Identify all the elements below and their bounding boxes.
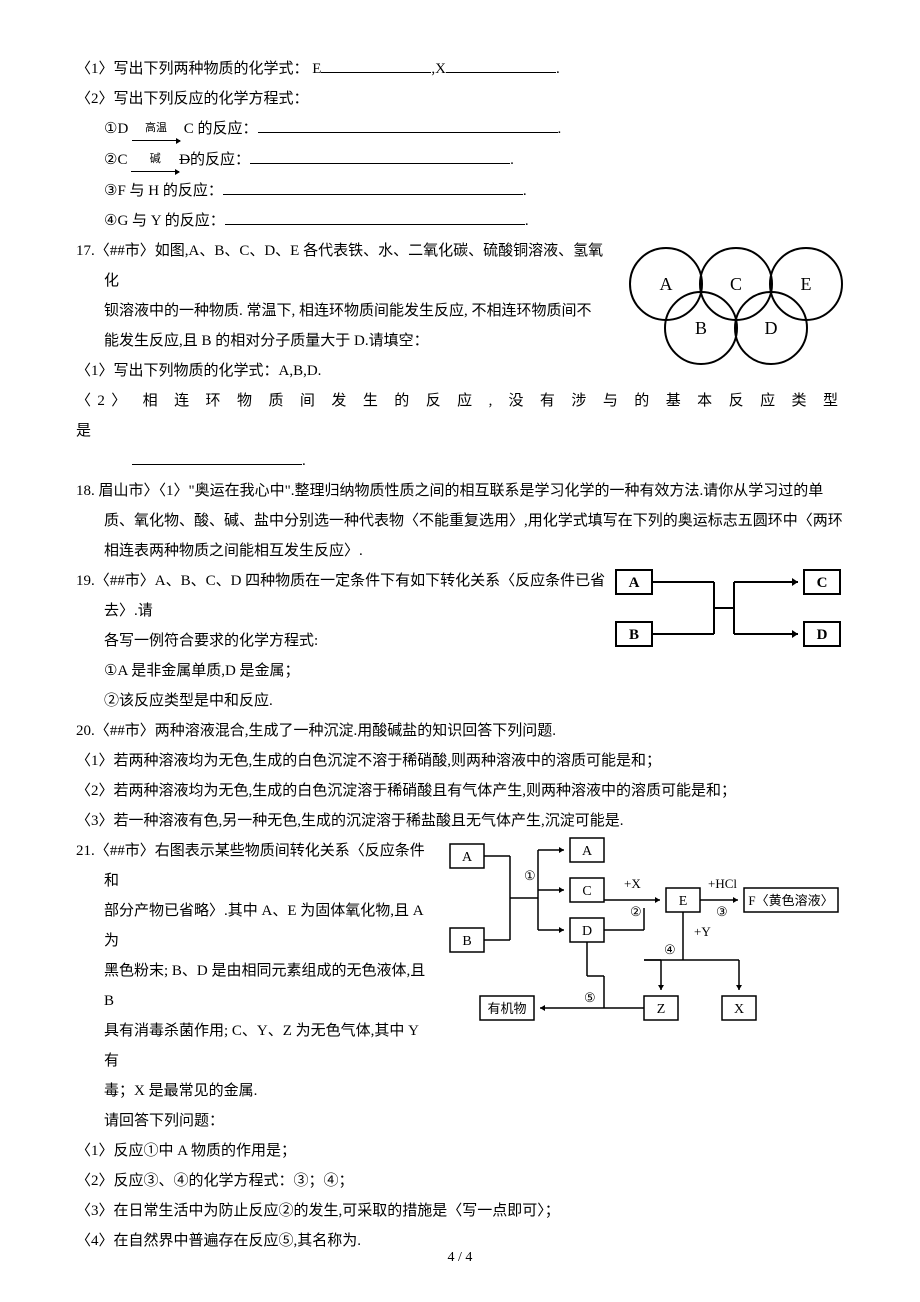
q19-item1: ①A 是非金属单质,D 是金属；	[76, 656, 844, 686]
q20-line1: 20.〈##市〉两种溶液混合,生成了一种沉淀.用酸碱盐的知识回答下列问题.	[76, 716, 844, 746]
q21-sub3: 〈3〉在日常生活中为防止反应②的发生,可采取的措施是〈写一点即可〉；	[76, 1196, 844, 1226]
q17-sub2-blank: .	[76, 446, 844, 476]
q17-sub2: 〈2〉 相 连 环 物 质 间 发 生 的 反 应 , 没 有 涉 与 的 基 …	[76, 386, 844, 446]
q18-line3: 相连表两种物质之间能相互发生反应〉.	[76, 536, 844, 566]
eq2-pre: ②C	[104, 152, 131, 168]
q16-sub2: 〈2〉写出下列反应的化学方程式：	[76, 84, 844, 114]
q17-line3: 能发生反应,且 B 的相对分子质量大于 D.请填空：	[76, 326, 844, 356]
blank-eq3	[223, 179, 523, 196]
q21-line3: 黑色粉末; B、D 是由相同元素组成的无色液体,且 B	[76, 956, 844, 1016]
q17-line1: 17.〈##市〉如图,A、B、C、D、E 各代表铁、水、二氧化碳、硫酸铜溶液、氢…	[76, 236, 844, 296]
q18-line1: 18. 眉山市〉〈1〉"奥运在我心中".整理归纳物质性质之间的相互联系是学习化学…	[76, 476, 844, 506]
q16-eq3: ③F 与 H 的反应：.	[76, 176, 844, 206]
blank-eq2	[250, 148, 510, 165]
q19-item2: ②该反应类型是中和反应.	[76, 686, 844, 716]
blank-q17	[132, 449, 302, 466]
q21-line4: 具有消毒杀菌作用; C、Y、Z 为无色气体,其中 Y 有	[76, 1016, 844, 1076]
q19-line2: 各写一例符合要求的化学方程式:	[76, 626, 844, 656]
arrow-base: 碱	[131, 145, 179, 176]
q21-line1: 21.〈##市〉右图表示某些物质间转化关系〈反应条件和	[76, 836, 844, 896]
q16-eq1: ①D 高温 C 的反应：.	[76, 114, 844, 145]
eq3-label: ③F 与 H 的反应：	[104, 183, 223, 199]
q21-sub1: 〈1〉反应①中 A 物质的作用是；	[76, 1136, 844, 1166]
q17-sub1: 〈1〉写出下列物质的化学式：A,B,D.	[76, 356, 844, 386]
eq4-label: ④G 与 Y 的反应：	[104, 213, 225, 229]
blank-e	[321, 57, 431, 74]
q20-sub3: 〈3〉若一种溶液有色,另一种无色,生成的沉淀溶于稀盐酸且无气体产生,沉淀可能是.	[76, 806, 844, 836]
eq2-D: D	[179, 152, 190, 168]
q17-line2: 钡溶液中的一种物质. 常温下, 相连环物质间能发生反应, 不相连环物质间不	[76, 296, 844, 326]
page-footer: 4 / 4	[0, 1244, 920, 1272]
q18-line2: 质、氧化物、酸、碱、盐中分别选一种代表物〈不能重复选用〉,用化学式填写在下列的奥…	[76, 506, 844, 536]
blank-x	[446, 57, 556, 74]
q21-line5: 毒；X 是最常见的金属.	[76, 1076, 844, 1106]
q21-line2: 部分产物已省略〉.其中 A、E 为固体氧化物,且 A 为	[76, 896, 844, 956]
q20-sub1: 〈1〉若两种溶液均为无色,生成的白色沉淀不溶于稀硝酸,则两种溶液中的溶质可能是和…	[76, 746, 844, 776]
q21-line6: 请回答下列问题：	[76, 1106, 844, 1136]
q16-eq2: ②C 碱D的反应：.	[76, 145, 844, 176]
arrow-hightemp: 高温	[132, 114, 180, 145]
q19-line1: 19.〈##市〉A、B、C、D 四种物质在一定条件下有如下转化关系〈反应条件已省…	[76, 566, 844, 626]
q20-sub2: 〈2〉若两种溶液均为无色,生成的白色沉淀溶于稀硝酸且有气体产生,则两种溶液中的溶…	[76, 776, 844, 806]
q16-eq4: ④G 与 Y 的反应：.	[76, 206, 844, 236]
q16-sub1-end: .	[556, 61, 560, 77]
q21-sub2: 〈2〉反应③、④的化学方程式：③；④；	[76, 1166, 844, 1196]
blank-eq4	[225, 209, 525, 226]
eq1-cond: 高温	[145, 122, 167, 134]
blank-eq1	[258, 117, 558, 134]
eq2-post: 的反应：	[190, 152, 250, 168]
q16-sub1-prefix: 〈1〉写出下列两种物质的化学式： E	[76, 61, 321, 77]
q16-sub1: 〈1〉写出下列两种物质的化学式： E ,X.	[76, 54, 844, 84]
eq1-pre: ①D	[104, 121, 132, 137]
eq1-post: C 的反应：	[180, 121, 258, 137]
q16-sub1-mid: ,X	[431, 61, 446, 77]
eq2-cond: 碱	[150, 153, 161, 165]
